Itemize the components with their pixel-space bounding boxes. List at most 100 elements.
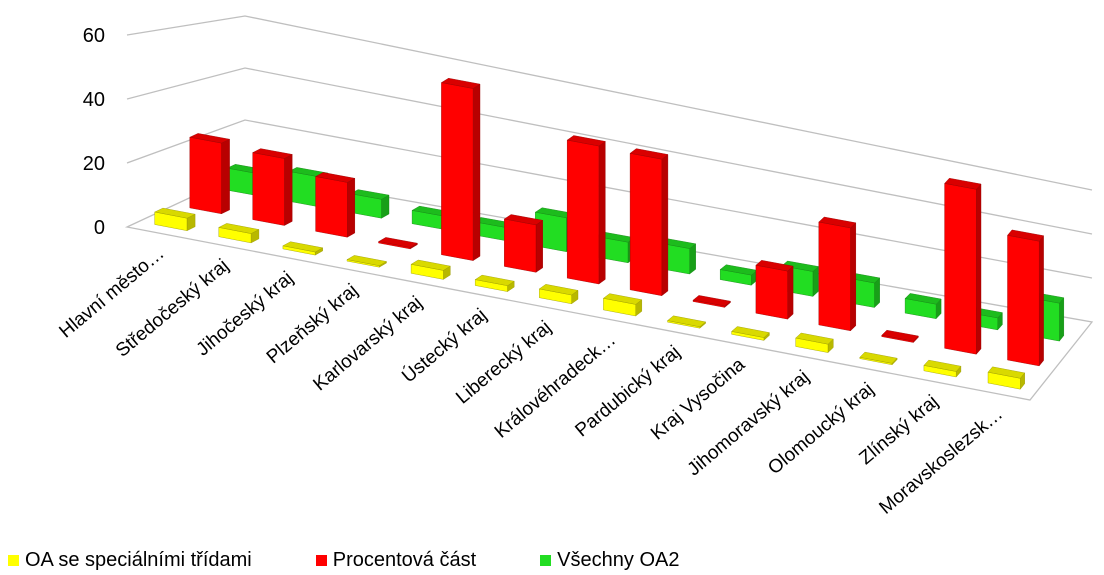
- bar-1-7: [629, 148, 669, 297]
- bar-1-8: [692, 295, 731, 308]
- bar-2-8: [719, 264, 758, 286]
- bar-1-13: [1007, 229, 1044, 367]
- bar-front: [252, 152, 285, 226]
- bar-front: [755, 264, 788, 320]
- bar-top: [923, 359, 962, 372]
- legend-swatch-green: [540, 555, 552, 566]
- bar-top: [349, 189, 390, 200]
- bar-2-11: [904, 293, 942, 320]
- legend-label-red: Procentová část: [332, 549, 477, 571]
- bar-top: [731, 326, 770, 338]
- bar-0-13: [987, 366, 1026, 390]
- bar-top: [904, 293, 942, 305]
- bars: [154, 77, 1065, 390]
- bar-top: [795, 332, 834, 345]
- bar-side: [976, 183, 982, 355]
- bar-1-4: [440, 77, 481, 261]
- bar-0-5: [474, 274, 515, 292]
- gridline: [126, 67, 1093, 235]
- bar-top: [154, 207, 196, 219]
- bar-1-5: [503, 214, 544, 273]
- bar-front: [567, 139, 600, 285]
- bar-top: [346, 255, 388, 266]
- bar-0-10: [795, 332, 834, 354]
- y-tick-label: 20: [83, 153, 105, 175]
- bar-0-3: [346, 255, 388, 268]
- bar-1-1: [252, 148, 293, 226]
- bar-side: [598, 141, 606, 285]
- bar-top: [629, 148, 669, 160]
- bar-0-2: [282, 241, 324, 256]
- legend-label-green: Všechny OA2: [557, 549, 680, 571]
- bar-side: [221, 138, 230, 215]
- bar-top: [252, 148, 293, 159]
- bar-top: [474, 274, 515, 286]
- bar-1-2: [315, 172, 356, 238]
- bar-front: [288, 171, 321, 208]
- bar-top: [440, 77, 481, 89]
- bar-1-0: [189, 133, 231, 215]
- legend-item-red: Procentová část: [315, 549, 477, 572]
- bar-top: [987, 366, 1026, 379]
- bar-0-8: [667, 315, 707, 329]
- bar-top: [218, 223, 260, 234]
- bar-top: [781, 260, 819, 272]
- bar-top: [377, 237, 418, 248]
- bar-top: [692, 295, 731, 307]
- bar-0-6: [538, 284, 579, 305]
- bar-top: [602, 293, 643, 305]
- bar-front: [189, 136, 222, 215]
- bar-0-7: [602, 293, 643, 317]
- legend-label-yellow: OA se speciálními třídami: [25, 549, 252, 571]
- bar-side: [284, 154, 293, 226]
- bar-1-3: [377, 237, 418, 250]
- gridline: [126, 119, 1093, 279]
- bar-top: [566, 135, 606, 147]
- bar-front: [1007, 235, 1040, 367]
- bar-side: [689, 243, 696, 275]
- bar-top: [288, 167, 329, 178]
- bar-side: [535, 219, 543, 273]
- bar-front: [629, 153, 662, 296]
- bar-top: [859, 351, 898, 364]
- bar-front: [504, 218, 537, 273]
- bar-0-12: [923, 359, 962, 378]
- bar-1-10: [818, 216, 857, 332]
- bar-0-4: [410, 259, 451, 280]
- bar-top: [315, 172, 356, 183]
- bar-front: [315, 176, 348, 238]
- bar-side: [472, 83, 481, 261]
- legend-item-green: Všechny OA2: [540, 549, 679, 572]
- legend-swatch-red: [315, 555, 327, 566]
- bar-top: [282, 241, 324, 253]
- bar-0-1: [218, 223, 260, 244]
- y-tick-label: 40: [83, 89, 105, 111]
- bar-1-12: [944, 177, 982, 355]
- bar-top: [1007, 229, 1044, 242]
- bar-side: [347, 177, 355, 238]
- bar-0-9: [731, 326, 770, 341]
- y-tick-label: 0: [94, 217, 105, 239]
- bar-top: [818, 216, 857, 229]
- bar-0-11: [859, 351, 898, 366]
- bar-top: [755, 260, 794, 272]
- bar-front: [441, 82, 474, 261]
- bar-side: [661, 154, 669, 297]
- bar-1-6: [566, 135, 606, 285]
- bar-1-11: [881, 329, 919, 343]
- bar-top: [667, 315, 707, 328]
- bar-2-2: [349, 189, 390, 219]
- bar-side: [1059, 297, 1065, 342]
- legend-swatch-yellow: [8, 555, 19, 566]
- bar-top: [410, 259, 451, 271]
- bar-top: [503, 214, 544, 226]
- bar-side: [787, 265, 794, 320]
- bar-top: [944, 177, 982, 190]
- bar-side: [1038, 235, 1044, 367]
- y-axis-ticks: 0 20 40 60: [83, 25, 105, 239]
- legend: OA se speciálními třídami Procentová čás…: [8, 549, 679, 572]
- bar-top: [189, 133, 231, 144]
- bar-front: [818, 221, 851, 332]
- legend-item-yellow: OA se speciálními třídami: [8, 549, 252, 572]
